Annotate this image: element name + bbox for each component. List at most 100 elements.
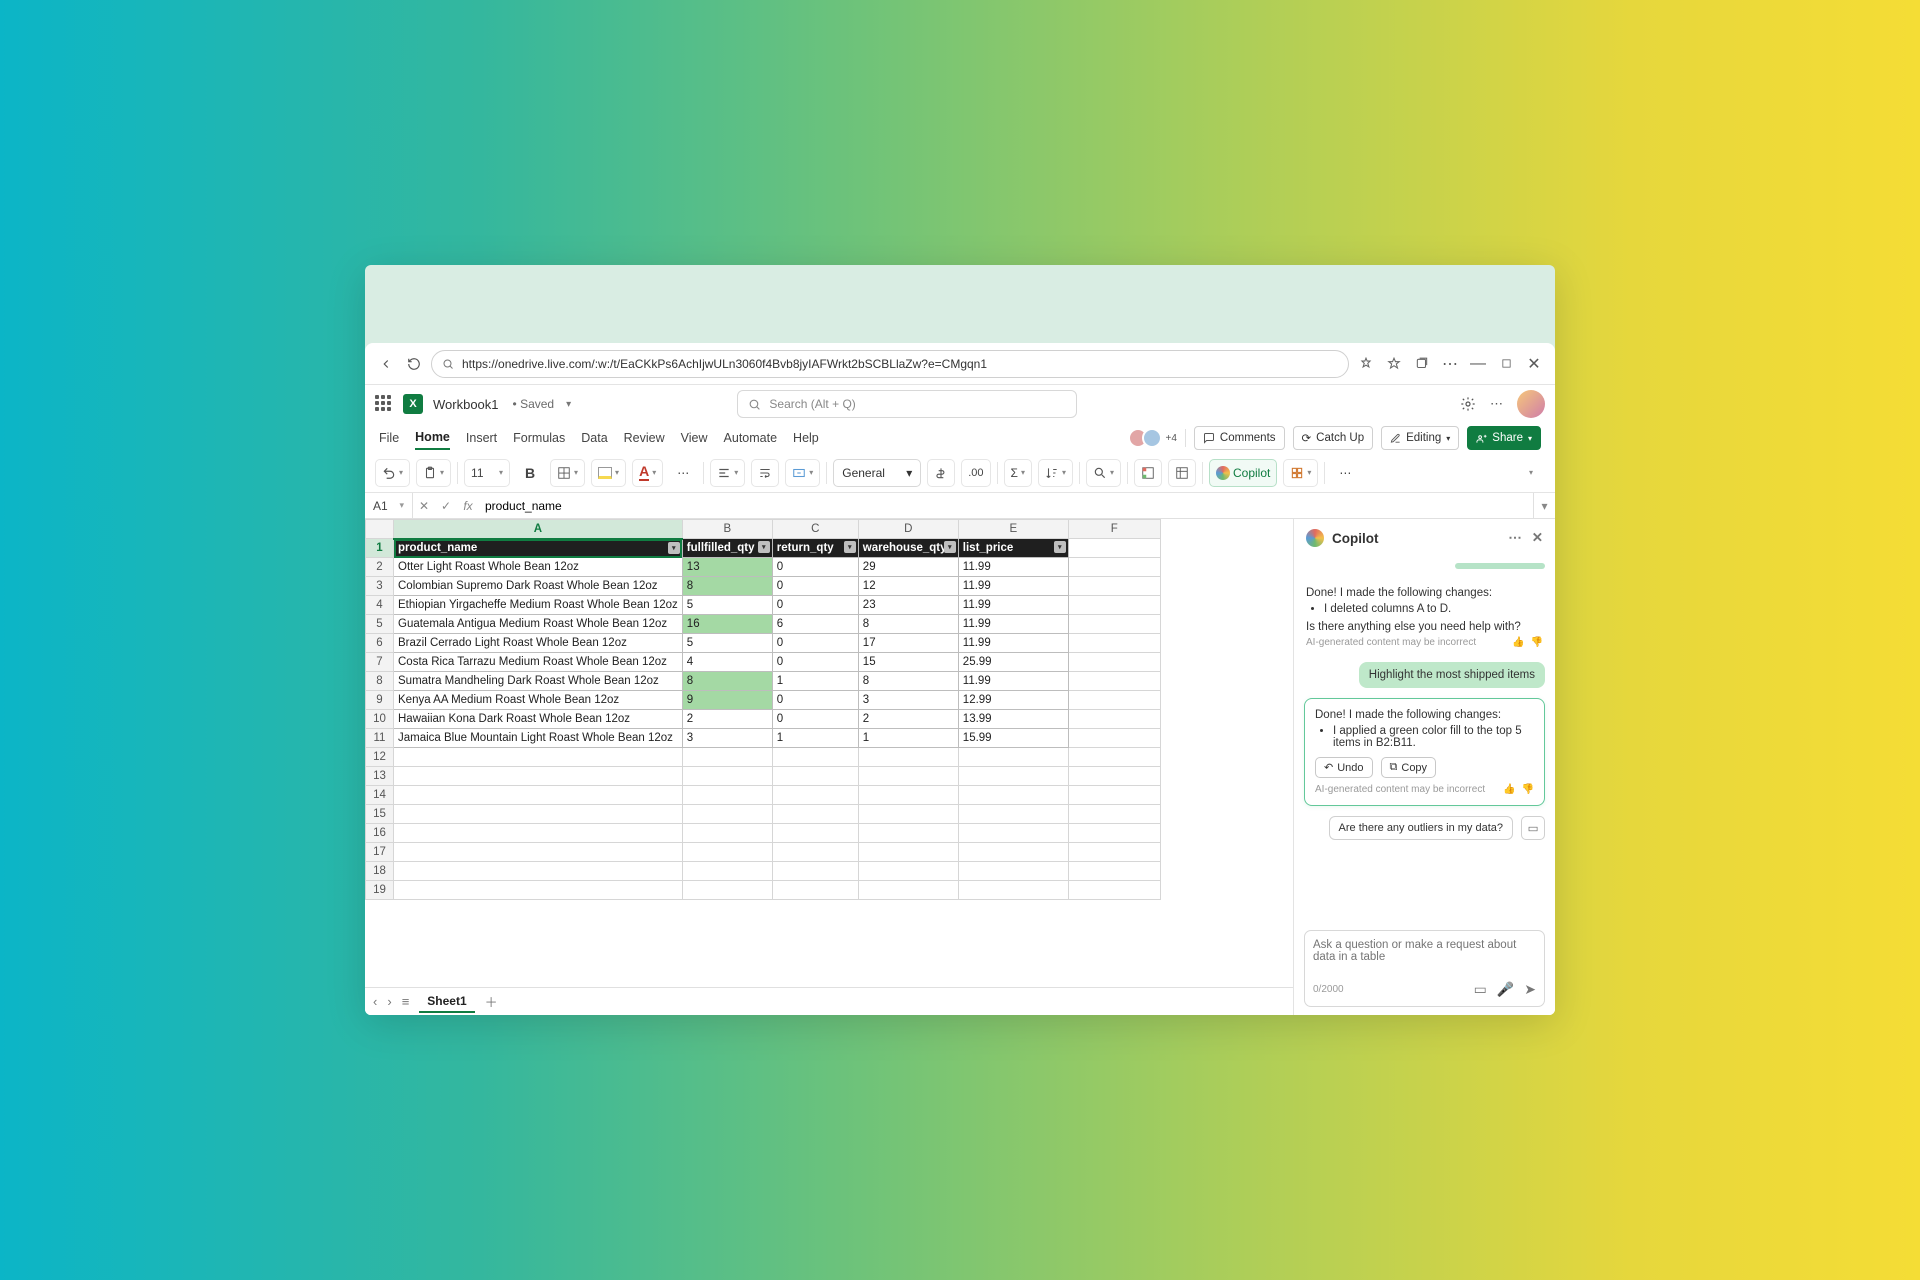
cell[interactable]: 9 bbox=[682, 691, 772, 710]
row-header[interactable]: 11 bbox=[366, 729, 394, 748]
row-header[interactable]: 12 bbox=[366, 748, 394, 767]
cell[interactable]: 11.99 bbox=[958, 577, 1068, 596]
table-header-cell[interactable]: fullfilled_qty▾ bbox=[682, 539, 772, 558]
cell[interactable]: 29 bbox=[858, 558, 958, 577]
cell[interactable]: 0 bbox=[772, 577, 858, 596]
grid[interactable]: ABCDEF1product_name▾fullfilled_qty▾retur… bbox=[365, 519, 1293, 987]
thumbs-down-icon[interactable]: 👎 bbox=[1531, 637, 1543, 648]
bold-button[interactable]: B bbox=[516, 459, 544, 487]
cell[interactable] bbox=[394, 862, 683, 881]
cell[interactable] bbox=[1068, 824, 1160, 843]
cell[interactable] bbox=[682, 824, 772, 843]
cell[interactable]: Costa Rica Tarrazu Medium Roast Whole Be… bbox=[394, 653, 683, 672]
cell[interactable]: 8 bbox=[682, 672, 772, 691]
cell[interactable]: 12.99 bbox=[958, 691, 1068, 710]
filter-icon[interactable]: ▾ bbox=[944, 541, 956, 553]
cell[interactable]: 8 bbox=[858, 672, 958, 691]
tab-file[interactable]: File bbox=[379, 427, 399, 449]
cell[interactable]: 15.99 bbox=[958, 729, 1068, 748]
cell[interactable]: Guatemala Antigua Medium Roast Whole Bea… bbox=[394, 615, 683, 634]
confirm-formula-icon[interactable]: ✓ bbox=[435, 499, 457, 513]
cell[interactable]: 8 bbox=[682, 577, 772, 596]
minimize-icon[interactable]: — bbox=[1467, 353, 1489, 375]
cell[interactable]: 8 bbox=[858, 615, 958, 634]
cell[interactable] bbox=[394, 881, 683, 900]
cell[interactable] bbox=[682, 805, 772, 824]
cell[interactable] bbox=[682, 748, 772, 767]
row-header[interactable]: 16 bbox=[366, 824, 394, 843]
cell[interactable]: 23 bbox=[858, 596, 958, 615]
row-header[interactable]: 9 bbox=[366, 691, 394, 710]
cell[interactable] bbox=[1068, 672, 1160, 691]
thumbs-up-icon[interactable]: 👍 bbox=[1503, 784, 1515, 795]
cell[interactable] bbox=[858, 786, 958, 805]
sort-filter-button[interactable]: ▾ bbox=[1038, 459, 1073, 487]
cell[interactable] bbox=[958, 862, 1068, 881]
cell[interactable]: 13 bbox=[682, 558, 772, 577]
more-icon[interactable]: ⋯ bbox=[1490, 396, 1503, 412]
cell[interactable] bbox=[858, 824, 958, 843]
cell[interactable]: 5 bbox=[682, 596, 772, 615]
tab-view[interactable]: View bbox=[681, 427, 708, 449]
sheet-nav-prev-icon[interactable]: ‹ bbox=[373, 994, 377, 1009]
cell[interactable]: 6 bbox=[772, 615, 858, 634]
cell[interactable] bbox=[772, 862, 858, 881]
tab-help[interactable]: Help bbox=[793, 427, 819, 449]
cell[interactable]: 11.99 bbox=[958, 558, 1068, 577]
read-aloud-icon[interactable] bbox=[1355, 353, 1377, 375]
mic-icon[interactable]: 🎤 bbox=[1497, 981, 1514, 998]
cell[interactable]: 2 bbox=[858, 710, 958, 729]
cell[interactable]: 13.99 bbox=[958, 710, 1068, 729]
cell[interactable]: 17 bbox=[858, 634, 958, 653]
thumbs-down-icon[interactable]: 👎 bbox=[1522, 784, 1534, 795]
cell[interactable]: 16 bbox=[682, 615, 772, 634]
filter-icon[interactable]: ▾ bbox=[1054, 541, 1066, 553]
cell[interactable]: 2 bbox=[682, 710, 772, 729]
col-header[interactable]: D bbox=[858, 520, 958, 539]
cell[interactable] bbox=[772, 805, 858, 824]
cell[interactable]: 25.99 bbox=[958, 653, 1068, 672]
cell[interactable]: 3 bbox=[682, 729, 772, 748]
refresh-icon[interactable] bbox=[403, 353, 425, 375]
suggestion-book-icon[interactable]: ▭ bbox=[1521, 816, 1545, 840]
copilot-button[interactable]: Copilot bbox=[1209, 459, 1277, 487]
cell[interactable] bbox=[858, 881, 958, 900]
cell[interactable]: 1 bbox=[858, 729, 958, 748]
paste-button[interactable]: ▾ bbox=[416, 459, 451, 487]
row-header[interactable]: 15 bbox=[366, 805, 394, 824]
cell[interactable] bbox=[1068, 634, 1160, 653]
col-header[interactable]: B bbox=[682, 520, 772, 539]
cell[interactable] bbox=[1068, 748, 1160, 767]
url-box[interactable] bbox=[431, 350, 1349, 378]
fx-icon[interactable]: fx bbox=[457, 499, 479, 513]
col-header[interactable]: F bbox=[1068, 520, 1160, 539]
conditional-format-button[interactable] bbox=[1134, 459, 1162, 487]
formula-input[interactable] bbox=[479, 499, 1533, 513]
cell[interactable] bbox=[858, 748, 958, 767]
wrap-text-button[interactable] bbox=[751, 459, 779, 487]
cell[interactable]: Colombian Supremo Dark Roast Whole Bean … bbox=[394, 577, 683, 596]
cell[interactable] bbox=[772, 843, 858, 862]
cell[interactable] bbox=[1068, 729, 1160, 748]
cell[interactable]: 0 bbox=[772, 691, 858, 710]
cell[interactable] bbox=[682, 767, 772, 786]
presence[interactable]: +4 bbox=[1134, 428, 1177, 448]
cell[interactable] bbox=[1068, 691, 1160, 710]
cell[interactable] bbox=[1068, 710, 1160, 729]
table-header-cell[interactable]: return_qty▾ bbox=[772, 539, 858, 558]
all-sheets-icon[interactable]: ≡ bbox=[402, 994, 410, 1009]
cell[interactable]: 0 bbox=[772, 710, 858, 729]
back-icon[interactable] bbox=[375, 353, 397, 375]
cell[interactable]: Otter Light Roast Whole Bean 12oz bbox=[394, 558, 683, 577]
suggestion-chip[interactable]: Are there any outliers in my data? bbox=[1329, 816, 1513, 840]
cell[interactable]: 0 bbox=[772, 558, 858, 577]
add-sheet-icon[interactable]: ＋ bbox=[485, 992, 498, 1011]
table-header-cell[interactable]: warehouse_qty▾ bbox=[858, 539, 958, 558]
font-more-icon[interactable]: ⋯ bbox=[669, 459, 697, 487]
cell[interactable] bbox=[772, 824, 858, 843]
cell[interactable] bbox=[858, 862, 958, 881]
cell[interactable]: 0 bbox=[772, 596, 858, 615]
addins-button[interactable]: ▾ bbox=[1283, 459, 1318, 487]
cell[interactable]: Jamaica Blue Mountain Light Roast Whole … bbox=[394, 729, 683, 748]
cell[interactable] bbox=[1068, 786, 1160, 805]
